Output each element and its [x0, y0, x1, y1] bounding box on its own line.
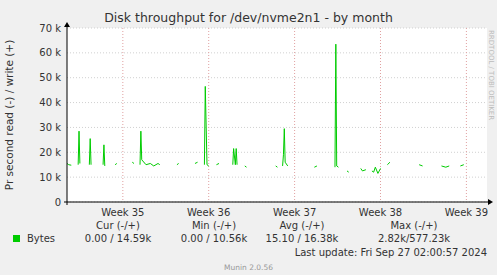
- legend-swatch: [13, 235, 20, 242]
- y-grid: [67, 152, 487, 153]
- stats-value: 0.00 / 14.59k: [85, 233, 152, 244]
- data-group: [67, 44, 464, 173]
- y-tick-label: 10 k: [39, 172, 61, 183]
- x-axis: [64, 202, 490, 203]
- y-tick-label: 70 k: [39, 23, 61, 34]
- x-grid: [122, 28, 123, 202]
- footer: Munin 2.0.56: [224, 263, 273, 272]
- stats-value: 2.82k/577.23k: [378, 233, 450, 244]
- stats-header: Cur (-/+): [96, 220, 140, 231]
- y-grid: [67, 52, 487, 53]
- x-tick-label: Week 39: [445, 207, 488, 218]
- y-grid: [67, 127, 487, 128]
- y-grid: [67, 28, 487, 29]
- y-tick-label: 20 k: [39, 147, 61, 158]
- y-tick-label: 30 k: [39, 122, 61, 133]
- y-grid: [67, 177, 487, 178]
- y-tick-label: 60 k: [39, 47, 61, 58]
- x-tick-label: Week 35: [101, 207, 144, 218]
- last-update: Last update: Fri Sep 27 02:00:57 2024: [295, 247, 487, 258]
- stats-value: 15.10 / 16.38k: [266, 233, 339, 244]
- y-tick-label: 0: [55, 197, 61, 208]
- stats-header: Max (-/+): [390, 220, 437, 231]
- x-grid: [208, 28, 209, 202]
- y-grid: [67, 77, 487, 78]
- stats-value: 0.00 / 10.56k: [181, 233, 248, 244]
- plot-area: [67, 28, 487, 202]
- legend-label: Bytes: [27, 233, 55, 244]
- title: Disk throughput for /dev/nvme2n1 - by mo…: [104, 10, 393, 25]
- watermark: RRDTOOL / TOBI OETIKER: [487, 30, 495, 120]
- x-grid: [380, 28, 381, 202]
- x-tick-label: Week 38: [359, 207, 402, 218]
- y-label: Pr second read (-) / write (+): [3, 40, 15, 191]
- background: [0, 0, 497, 275]
- y-tick-label: 50 k: [39, 72, 61, 83]
- y-tick-label: 40 k: [39, 97, 61, 108]
- x-arrow: [488, 199, 493, 205]
- y-arrow: [64, 22, 70, 27]
- line: [67, 44, 464, 173]
- x-tick-label: Week 37: [273, 207, 316, 218]
- x-tick-label: Week 36: [187, 207, 230, 218]
- y-grid: [67, 102, 487, 103]
- y-axis: [67, 25, 68, 205]
- chart: Disk throughput for /dev/nvme2n1 - by mo…: [0, 0, 497, 275]
- stats-header: Min (-/+): [192, 220, 236, 231]
- x-grid: [466, 28, 467, 202]
- x-grid: [294, 28, 295, 202]
- stats-header: Avg (-/+): [280, 220, 325, 231]
